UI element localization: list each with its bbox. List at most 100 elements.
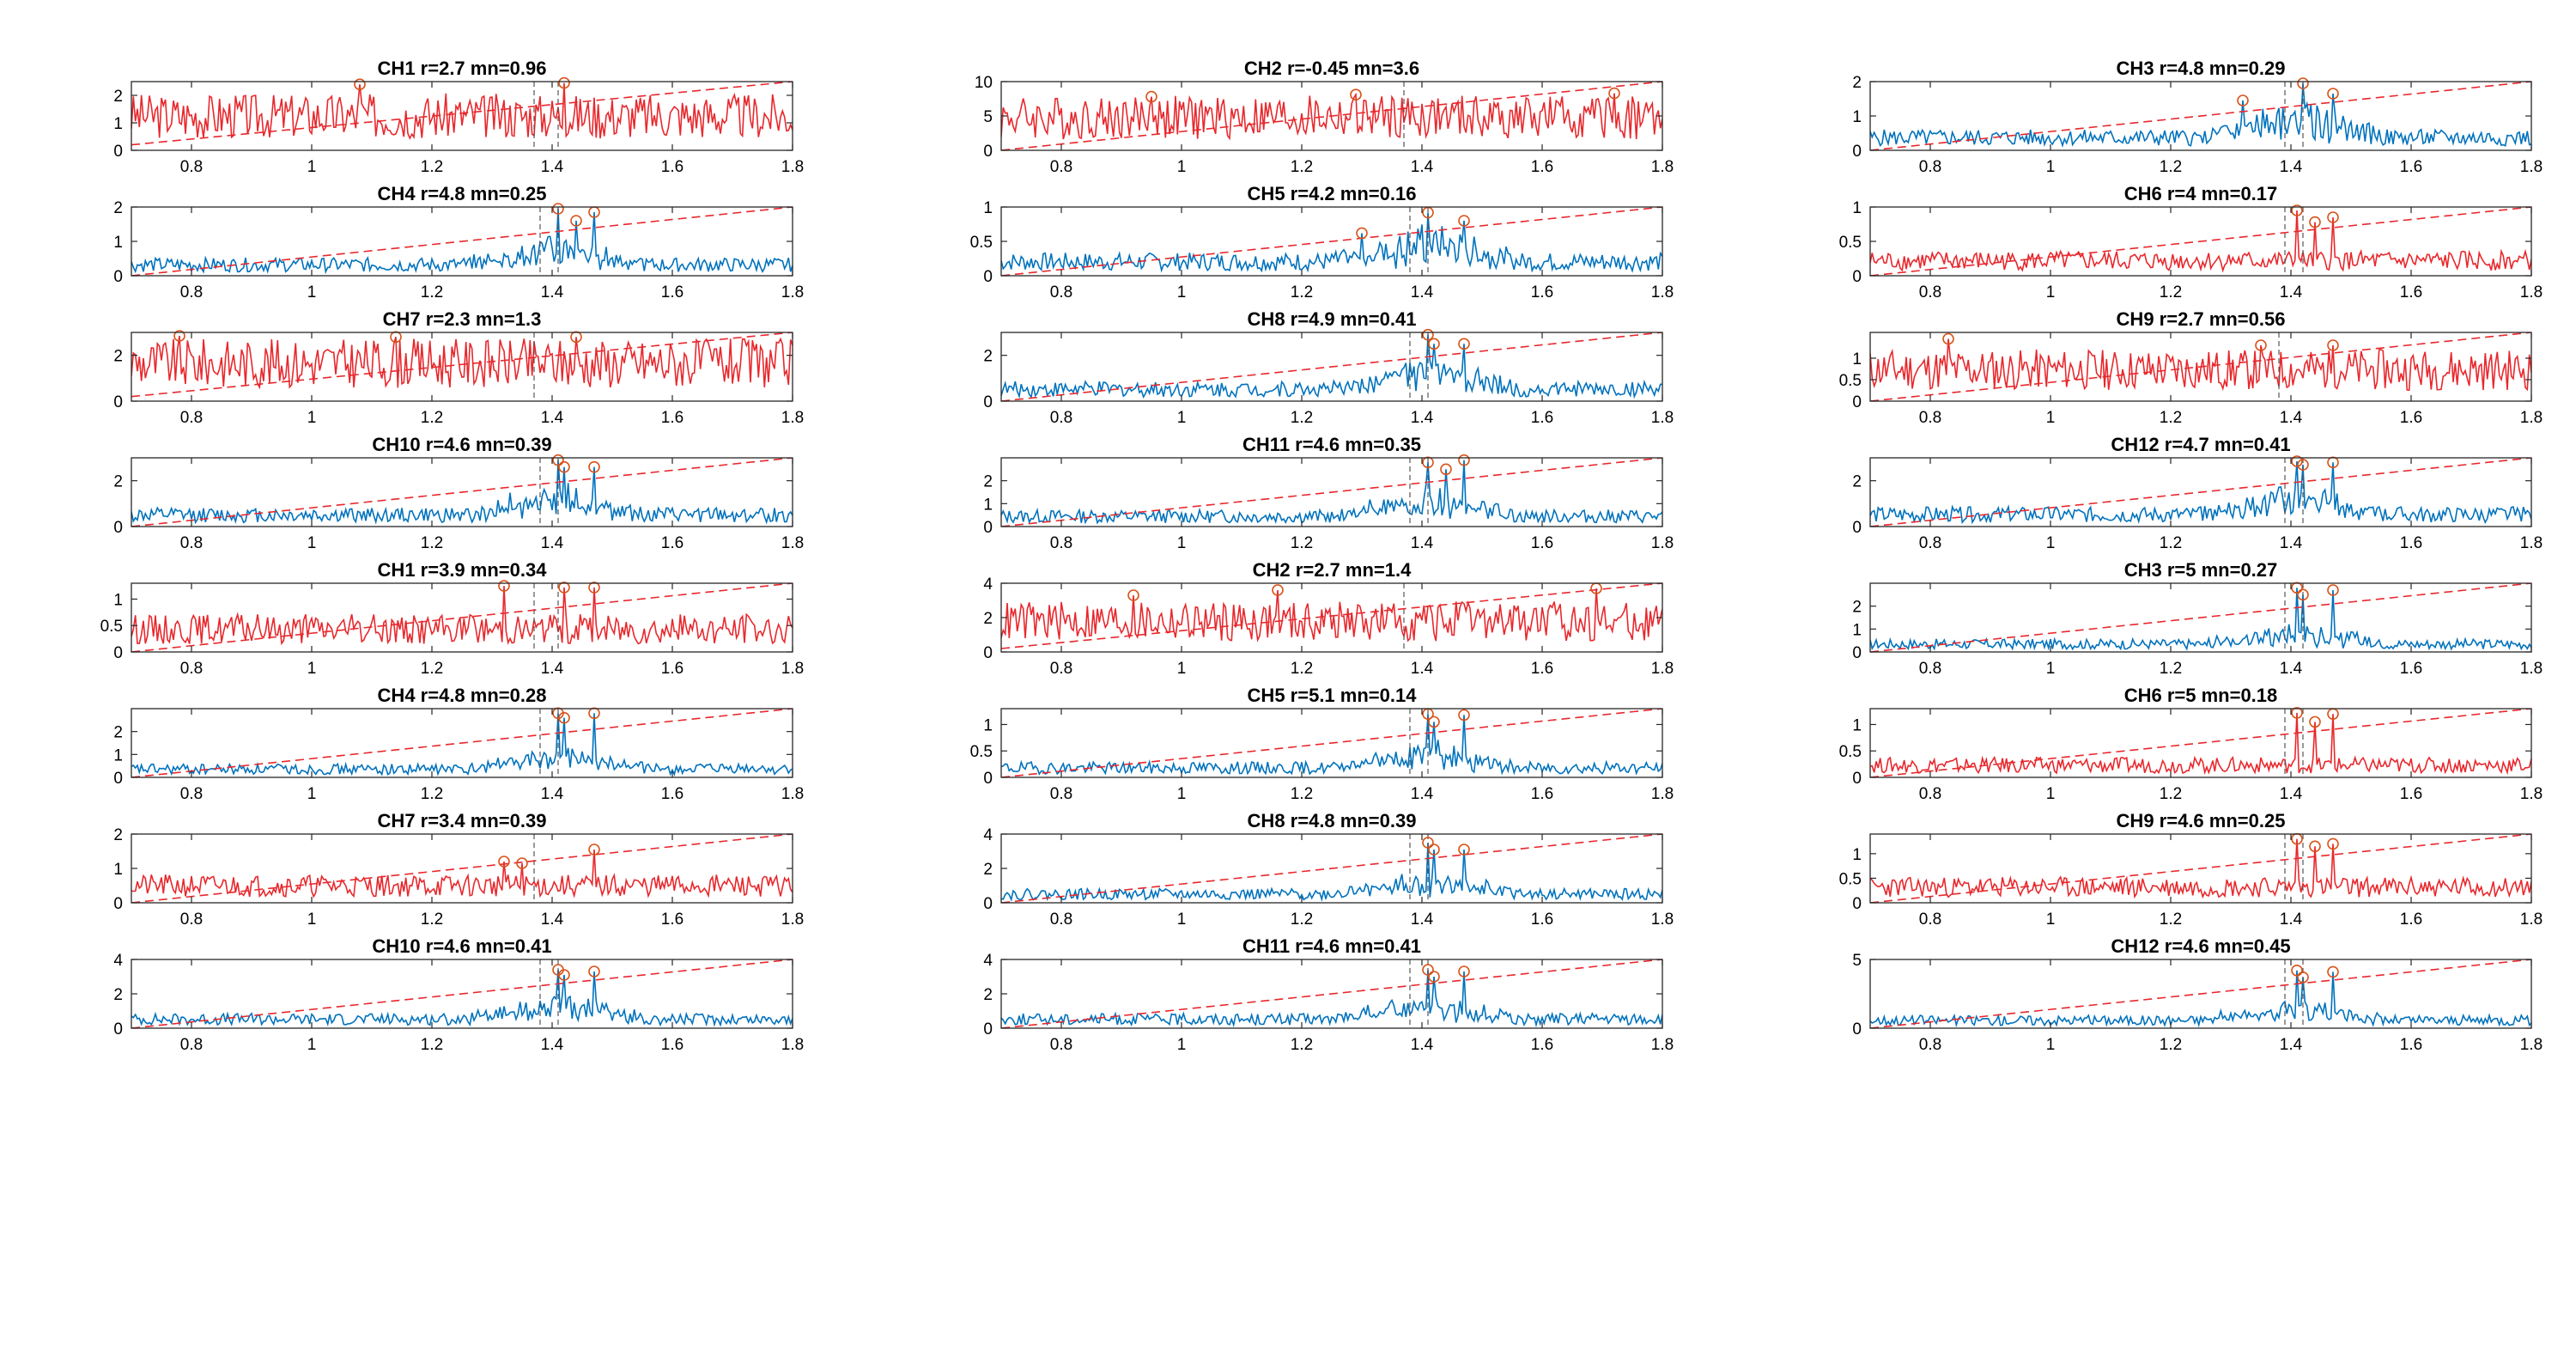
subplot-22: CH10 r=4.6 mn=0.41 0 2 4 0.8 1 1.2 1.4 1.6 1.8 xyxy=(113,935,804,1054)
axes-box xyxy=(1869,708,2532,778)
peak-marker xyxy=(1428,971,1440,983)
threshold-line xyxy=(131,458,793,527)
peak-marker xyxy=(2291,965,2303,977)
peak-marker xyxy=(558,711,570,724)
series-line xyxy=(1870,588,2531,651)
peak-marker xyxy=(516,857,528,869)
x-tick-label: 1.2 xyxy=(1291,534,1313,552)
axes-box xyxy=(131,457,793,527)
y-tick-label: 0.5 xyxy=(1839,234,1862,252)
peak-marker xyxy=(558,76,570,89)
series-line xyxy=(1001,842,1662,902)
x-tick-label: 1.6 xyxy=(1531,409,1553,427)
x-tick-label: 1 xyxy=(2046,1036,2056,1054)
y-tick-label: 1 xyxy=(113,234,123,252)
axes-box xyxy=(131,708,793,778)
x-tick-label: 1.8 xyxy=(1651,785,1674,803)
axes-box xyxy=(1869,332,2532,402)
series-line xyxy=(1870,838,2531,899)
x-tick-label: 0.8 xyxy=(180,1036,203,1054)
subplot-title: CH11 r=4.6 mn=0.41 xyxy=(1242,935,1421,957)
y-tick-label: 0 xyxy=(1852,519,1862,537)
peak-marker xyxy=(588,965,600,978)
x-tick-label: 1.4 xyxy=(1411,158,1434,176)
y-tick-label: 2 xyxy=(1852,599,1862,617)
x-tick-label: 1.2 xyxy=(421,911,443,929)
threshold-line xyxy=(131,709,793,777)
x-tick-label: 1.6 xyxy=(2400,785,2422,803)
x-tick-label: 1.6 xyxy=(1531,534,1553,552)
x-tick-label: 1.6 xyxy=(661,409,683,427)
x-tick-label: 0.8 xyxy=(180,283,203,301)
y-tick-label: 0.5 xyxy=(1839,372,1862,390)
subplot-3: CH3 r=4.8 mn=0.29 0 1 2 0.8 1 1.2 1.4 1.6 1.8 xyxy=(1852,58,2543,176)
x-tick-label: 0.8 xyxy=(1050,785,1072,803)
x-tick-label: 1.6 xyxy=(2400,1036,2422,1054)
x-tick-label: 1.2 xyxy=(2160,534,2182,552)
y-tick-label: 0 xyxy=(983,143,993,161)
x-tick-label: 1.8 xyxy=(1651,1036,1674,1054)
x-tick-label: 1.4 xyxy=(2280,911,2303,929)
x-tick-label: 0.8 xyxy=(1050,660,1072,678)
peak-marker xyxy=(1356,227,1368,240)
x-tick-label: 0.8 xyxy=(1050,409,1072,427)
x-tick-label: 0.8 xyxy=(1050,158,1072,176)
subplot-title: CH3 r=5 mn=0.27 xyxy=(2124,559,2278,581)
peak-marker xyxy=(588,844,600,856)
subplot-title: CH4 r=4.8 mn=0.28 xyxy=(378,685,547,706)
peak-marker xyxy=(1458,965,1470,978)
x-tick-label: 1.2 xyxy=(1291,158,1313,176)
series-line xyxy=(131,713,793,777)
x-tick-label: 0.8 xyxy=(1050,1036,1072,1054)
x-tick-label: 0.8 xyxy=(180,785,203,803)
x-tick-label: 1.4 xyxy=(541,785,564,803)
x-tick-label: 1.8 xyxy=(781,1036,804,1054)
subplot-21: CH9 r=4.6 mn=0.25 0 0.5 1 0.8 1 1.2 1.4 1.6 1.8 xyxy=(1839,810,2543,929)
x-tick-label: 1 xyxy=(2046,785,2056,803)
x-tick-label: 1.6 xyxy=(661,911,683,929)
x-tick-label: 1 xyxy=(1177,158,1187,176)
peak-marker xyxy=(1422,456,1434,469)
x-tick-label: 1.4 xyxy=(2280,283,2303,301)
x-tick-label: 0.8 xyxy=(1919,158,1941,176)
subplot-5: CH5 r=4.2 mn=0.16 0 0.5 1 0.8 1 1.2 1.4 1.6 1.8 xyxy=(970,183,1674,301)
series-line xyxy=(131,969,793,1027)
x-tick-label: 1.6 xyxy=(1531,785,1553,803)
x-tick-label: 0.8 xyxy=(1919,911,1941,929)
threshold-line xyxy=(1870,583,2531,652)
peak-marker xyxy=(1458,215,1470,227)
subplot-20: CH8 r=4.8 mn=0.39 0 2 4 0.8 1 1.2 1.4 1.6 1.8 xyxy=(983,810,1674,929)
threshold-line xyxy=(1001,959,1662,1028)
peak-marker xyxy=(2255,339,2267,351)
x-tick-label: 1 xyxy=(1177,911,1187,929)
subplot-title: CH5 r=5.1 mn=0.14 xyxy=(1248,685,1418,706)
x-tick-label: 1 xyxy=(307,911,317,929)
x-tick-label: 1.8 xyxy=(2520,785,2543,803)
subplot-title: CH9 r=2.7 mn=0.56 xyxy=(2117,308,2286,330)
x-tick-label: 1.4 xyxy=(541,283,564,301)
y-tick-label: 0 xyxy=(113,895,123,913)
x-tick-label: 1.4 xyxy=(1411,785,1434,803)
subplot-24: CH12 r=4.6 mn=0.45 0 5 0.8 1 1.2 1.4 1.6 1.8 xyxy=(1852,935,2543,1054)
subplot-title: CH3 r=4.8 mn=0.29 xyxy=(2117,58,2286,79)
peak-marker xyxy=(558,969,570,981)
axes-box xyxy=(1869,959,2532,1029)
series-line xyxy=(131,208,793,275)
peak-marker xyxy=(498,856,510,868)
peak-marker xyxy=(2291,582,2303,594)
y-tick-label: 5 xyxy=(983,108,993,126)
peak-marker xyxy=(558,582,570,594)
y-tick-label: 0.5 xyxy=(970,234,993,252)
series-line xyxy=(1870,970,2531,1028)
subplot-title: CH1 r=3.9 mn=0.34 xyxy=(378,559,548,581)
x-tick-label: 1.4 xyxy=(1411,409,1434,427)
y-tick-label: 0 xyxy=(113,770,123,788)
y-tick-label: 1 xyxy=(113,861,123,879)
x-tick-label: 0.8 xyxy=(1919,660,1941,678)
x-tick-label: 1.8 xyxy=(781,660,804,678)
x-tick-label: 1 xyxy=(307,785,317,803)
x-tick-label: 1.6 xyxy=(661,660,683,678)
y-tick-label: 0 xyxy=(1852,770,1862,788)
axes-box xyxy=(131,582,793,653)
axes-box xyxy=(1869,457,2532,527)
